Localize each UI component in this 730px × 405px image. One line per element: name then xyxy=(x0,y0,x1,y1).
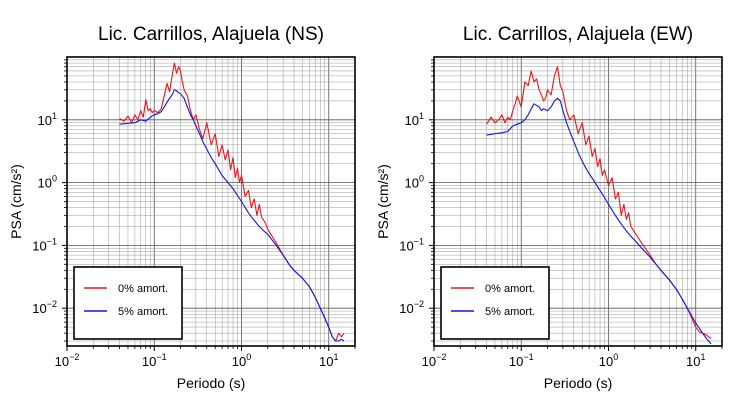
y-tick-label: 10−2 xyxy=(32,299,57,316)
y-tick-label: 100 xyxy=(405,174,424,191)
x-tick-label: 101 xyxy=(686,352,705,369)
x-tick-label: 10−1 xyxy=(142,352,167,369)
x-tick-label: 100 xyxy=(599,352,618,369)
chart-2: 10−2 10−1 100 101 10−2 10−1 100 101 Lic. Carrill… xyxy=(375,24,723,391)
y-tick-label: 101 xyxy=(38,111,57,128)
ticks: 10−2 10−1 100 101 10−2 10−1 100 101 xyxy=(32,59,356,369)
legend-label: 5% amort. xyxy=(118,306,168,318)
chart-title: Lic. Carrillos, Alajuela (EW) xyxy=(463,24,693,45)
x-axis-label: Periodo (s) xyxy=(177,375,245,391)
x-tick-label: 10−2 xyxy=(55,352,80,369)
y-axis-label: PSA (cm/s²) xyxy=(375,164,391,239)
legend: 0% amort. 5% amort. xyxy=(440,266,550,340)
x-tick-label: 10−1 xyxy=(509,352,534,369)
legend: 0% amort. 5% amort. xyxy=(73,266,183,340)
y-axis-label: PSA (cm/s²) xyxy=(8,164,24,239)
chart-title: Lic. Carrillos, Alajuela (NS) xyxy=(98,24,324,45)
legend-label: 0% amort. xyxy=(118,283,168,295)
y-tick-label: 101 xyxy=(405,111,424,128)
x-tick-label: 101 xyxy=(319,352,338,369)
series-line-damping-5 xyxy=(119,89,345,342)
y-tick-label: 10−2 xyxy=(399,299,424,316)
legend-label: 0% amort. xyxy=(485,283,535,295)
y-tick-label: 100 xyxy=(38,174,57,191)
y-tick-label: 10−1 xyxy=(399,236,424,253)
legend-box xyxy=(73,266,183,340)
chart-1: 10−2 10−1 100 101 10−2 10−1 100 101 Lic. Carrill… xyxy=(8,24,356,391)
ticks: 10−2 10−1 100 101 10−2 10−1 100 101 xyxy=(399,59,723,369)
y-tick-label: 10−1 xyxy=(32,236,57,253)
legend-label: 5% amort. xyxy=(485,306,535,318)
grid xyxy=(433,56,723,346)
x-axis-label: Periodo (s) xyxy=(544,375,612,391)
series-line-damping-5 xyxy=(486,97,712,345)
x-tick-label: 10−2 xyxy=(422,352,447,369)
legend-box xyxy=(440,266,550,340)
x-tick-label: 100 xyxy=(232,352,251,369)
